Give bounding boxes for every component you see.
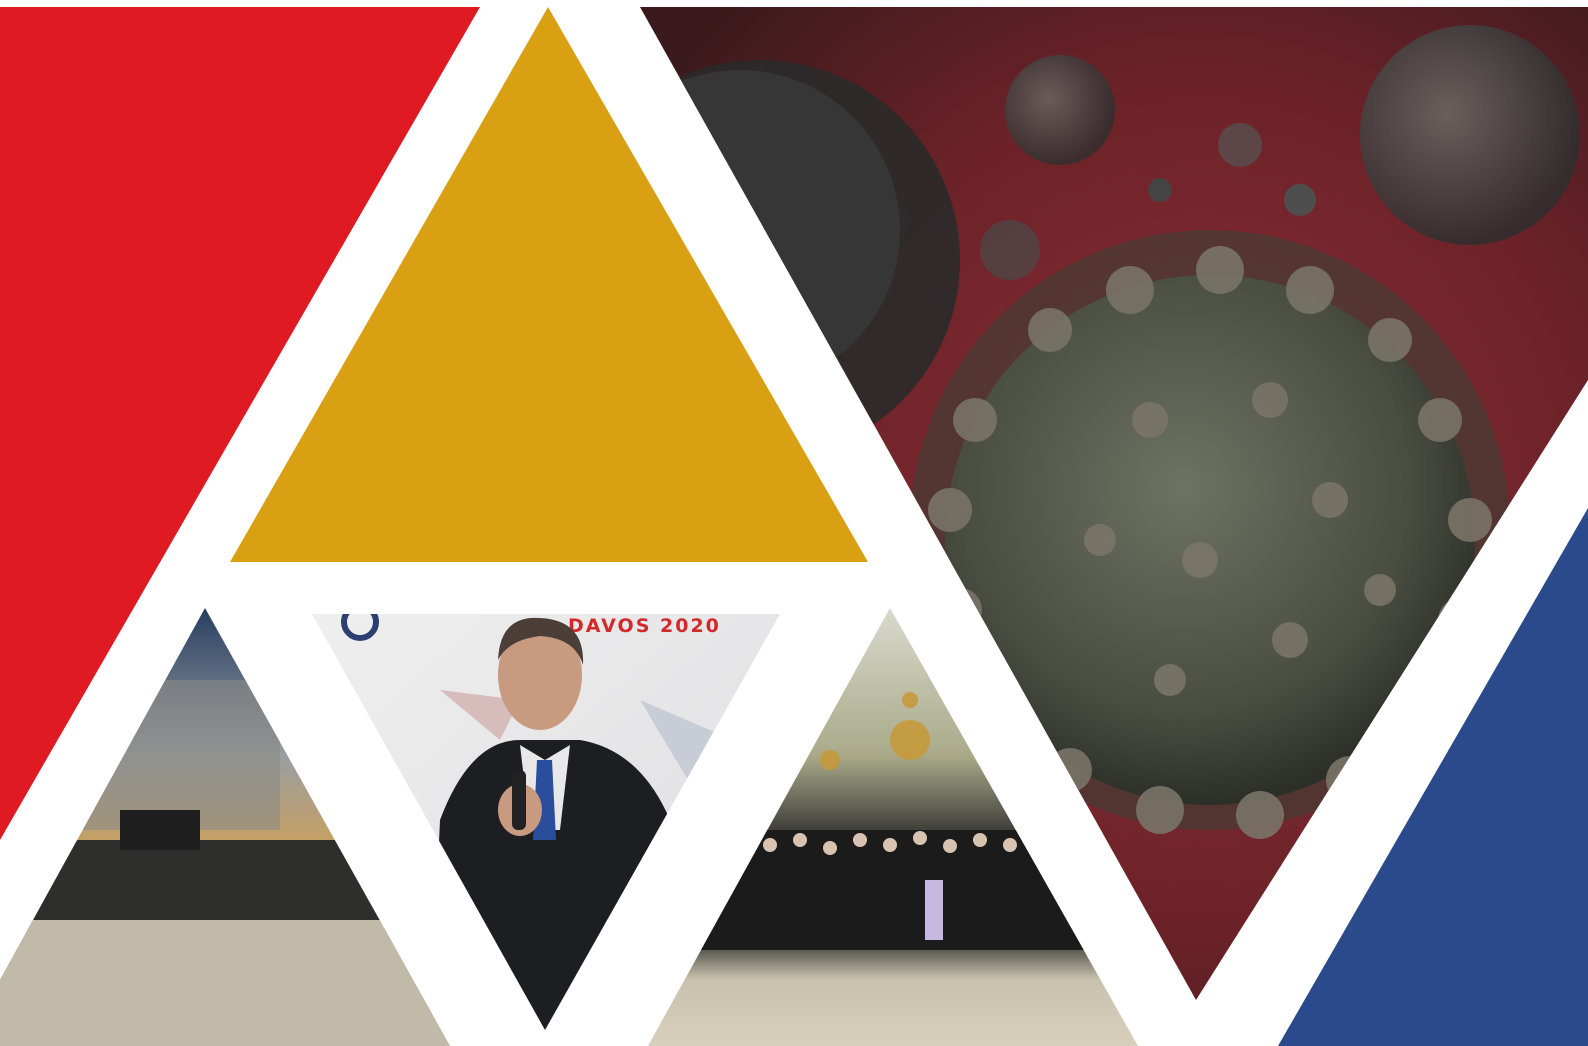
- circle-logo-icon: [341, 614, 379, 641]
- red-shape: [0, 7, 480, 840]
- banner-text: DAVOS 2020: [568, 615, 721, 637]
- blue-shape: [1278, 508, 1588, 1046]
- gold-triangle: [230, 7, 868, 562]
